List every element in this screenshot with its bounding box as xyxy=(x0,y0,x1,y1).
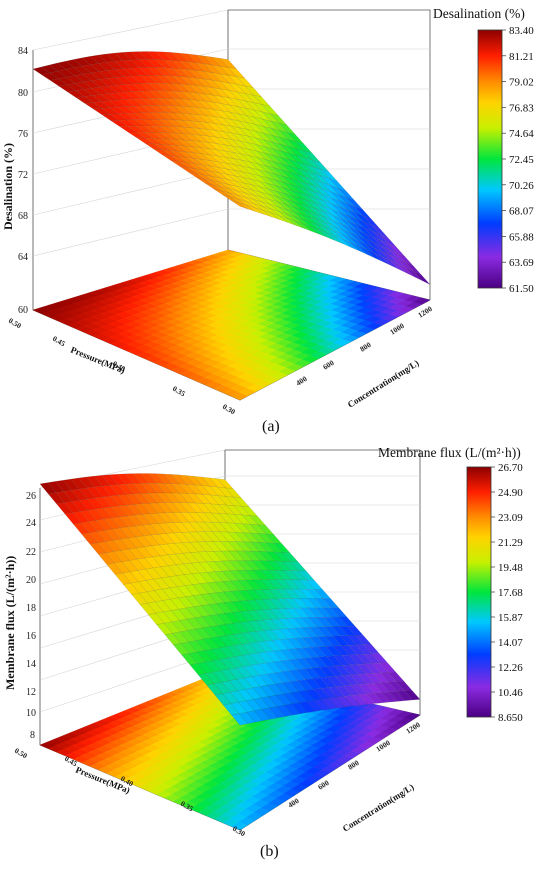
chart-panel-b: 26 24 22 20 18 16 14 12 10 8 Membrane fl… xyxy=(3,445,523,860)
z-tick: 10 xyxy=(26,708,36,719)
z-tick: 12 xyxy=(26,687,36,698)
colorbar-tick-label: 21.29 xyxy=(498,537,523,549)
colorbar-tick-label: 15.87 xyxy=(498,612,523,624)
panel-label-b: (b) xyxy=(260,843,279,860)
colorbar-b: Membrane flux (L/(m²·h)) 26.70 24.90 23.09… xyxy=(378,445,523,724)
z-tick: 68 xyxy=(18,211,28,222)
colorbar-tick-label: 26.70 xyxy=(498,462,523,474)
x-tick: 0.50 xyxy=(7,316,23,330)
y-axis-label-a: Concentration(mg/L) xyxy=(346,358,421,410)
panel-label-a: (a) xyxy=(262,418,280,435)
contour-cell xyxy=(403,712,421,721)
colorbar-gradient-b xyxy=(466,466,492,718)
colorbar-a: Desalination (%) 83.40 81.21 79.02 76.83 74.… xyxy=(433,6,534,295)
surface-b xyxy=(39,473,421,726)
z-tick: 64 xyxy=(18,252,28,263)
z-ticks-b: 26 24 22 20 18 16 14 12 10 8 xyxy=(26,491,36,741)
colorbar-tick-label: 17.68 xyxy=(498,587,523,599)
surface-cell xyxy=(413,271,431,285)
surface-cell xyxy=(404,690,421,701)
z-tick: 76 xyxy=(18,129,28,140)
x-tick: 0.50 xyxy=(13,746,29,760)
colorbar-tick-label: 63.69 xyxy=(509,257,534,269)
z-tick: 80 xyxy=(18,88,28,99)
x-tick: 0.35 xyxy=(171,384,187,398)
y-axis-label-b: Concentration(mg/L) xyxy=(341,782,416,834)
contour-floor-a xyxy=(32,249,431,401)
colorbar-title-b: Membrane flux (L/(m²·h)) xyxy=(378,445,521,460)
z-tick: 14 xyxy=(26,659,36,670)
z-ticks-a: 84 80 76 72 68 64 60 xyxy=(18,46,28,316)
z-axis-label-b: Membrane flux (L/(m²·h)) xyxy=(3,556,17,690)
x-tick: 0.30 xyxy=(221,402,237,416)
z-tick: 26 xyxy=(26,491,36,502)
z-tick: 22 xyxy=(26,547,36,558)
colorbar-tick-label: 23.09 xyxy=(498,512,523,524)
y-tick: 1200 xyxy=(416,304,434,320)
colorbar-tick-label: 83.40 xyxy=(509,25,534,37)
colorbar-tick-label: 61.50 xyxy=(509,283,534,295)
z-tick: 84 xyxy=(18,46,28,57)
colorbar-title-a: Desalination (%) xyxy=(433,6,525,21)
colorbar-ticks-a: 83.40 81.21 79.02 76.83 74.64 72.45 70.26 68.07… xyxy=(502,25,534,295)
colorbar-tick-label: 72.45 xyxy=(509,154,534,166)
colorbar-tick-label: 19.48 xyxy=(498,562,523,574)
colorbar-tick-label: 68.07 xyxy=(509,206,534,218)
z-axis-label-a: Desalination (%) xyxy=(1,143,15,230)
colorbar-tick-label: 12.26 xyxy=(498,662,523,674)
y-tick: 1000 xyxy=(388,321,406,337)
colorbar-tick-label: 70.26 xyxy=(509,180,534,192)
y-tick: 800 xyxy=(358,340,373,354)
z-tick: 24 xyxy=(26,518,36,529)
z-tick: 60 xyxy=(18,305,28,316)
z-tick: 8 xyxy=(30,730,35,741)
colorbar-tick-label: 65.88 xyxy=(509,231,534,243)
colorbar-tick-label: 76.83 xyxy=(509,102,534,114)
contour-cell xyxy=(413,297,431,305)
colorbar-tick-label: 14.07 xyxy=(498,637,523,649)
colorbar-tick-label: 24.90 xyxy=(498,487,523,499)
x-tick: 0.45 xyxy=(51,334,67,348)
colorbar-tick-label: 74.64 xyxy=(509,128,534,140)
z-tick: 18 xyxy=(26,603,36,614)
z-tick: 72 xyxy=(18,170,28,181)
y-tick: 400 xyxy=(294,374,309,388)
colorbar-tick-label: 79.02 xyxy=(509,77,534,89)
chart-panel-a: 84 80 76 72 68 64 60 Desalination (%) 0.… xyxy=(1,6,534,435)
colorbar-tick-label: 81.21 xyxy=(509,51,534,63)
surface-a xyxy=(32,51,431,285)
colorbar-ticks-b: 26.70 24.90 23.09 21.29 19.48 17.68 15.87 14.07… xyxy=(491,462,523,724)
z-tick: 16 xyxy=(26,631,36,642)
colorbar-gradient-a xyxy=(477,29,503,289)
colorbar-tick-label: 8.650 xyxy=(498,712,523,724)
colorbar-tick-label: 10.46 xyxy=(498,687,523,699)
y-tick: 600 xyxy=(321,358,336,372)
z-tick: 20 xyxy=(26,575,36,586)
